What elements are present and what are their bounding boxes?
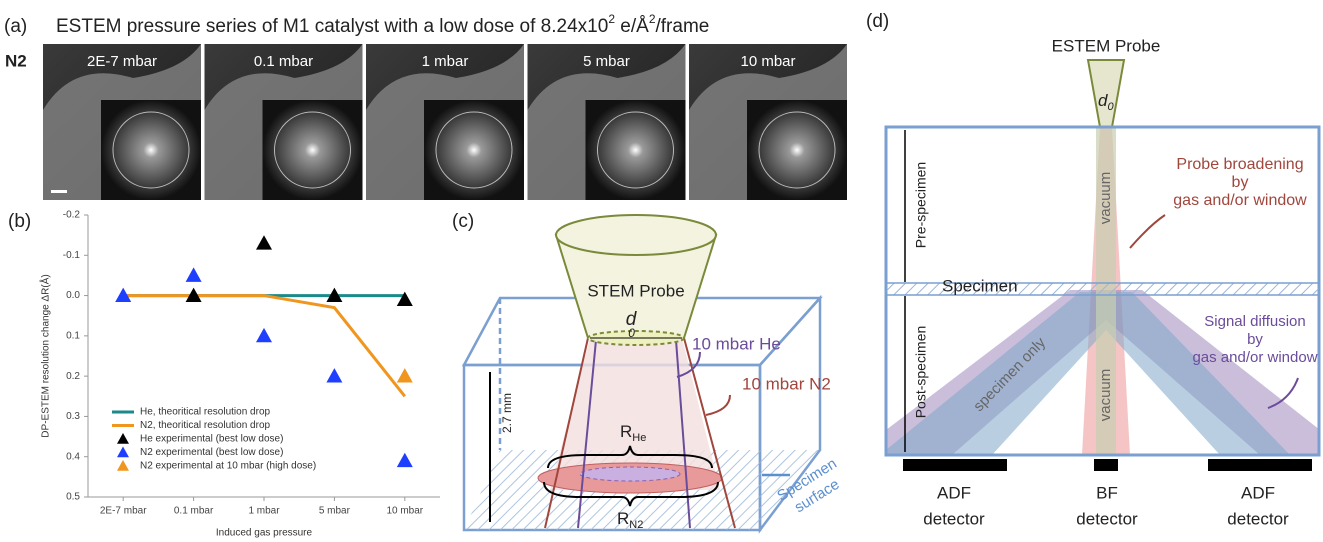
detector-label: detector bbox=[923, 509, 985, 528]
probe-label: STEM Probe bbox=[587, 281, 684, 300]
x-tick-label: 2E-7 mbar bbox=[100, 506, 147, 517]
image-row: 2E-7 mbar 0.1 mbar 1 mbar 5 mbar 10 mbar bbox=[43, 44, 847, 200]
tem-image: 1 mbar bbox=[366, 44, 524, 200]
data-point bbox=[397, 453, 413, 467]
panel-title: ESTEM pressure series of M1 catalyst wit… bbox=[56, 12, 709, 37]
data-point bbox=[186, 267, 202, 281]
panel-label: (a) bbox=[4, 16, 27, 37]
data-point bbox=[326, 368, 342, 382]
chart: -0.2 -0.1 0.0 0.1 0.2 0.3 0.4 0.5 2E-7 mbar 0.1 m… bbox=[39, 210, 440, 539]
d-sub: 0 bbox=[1107, 101, 1114, 113]
page: ESTEM figure {"figure": { "a": {"label":… bbox=[0, 0, 1323, 542]
detector bbox=[903, 459, 1007, 471]
fft-inset bbox=[424, 100, 524, 200]
series-line bbox=[123, 296, 405, 397]
broadening-pointer bbox=[1130, 215, 1165, 248]
he-label: 10 mbar He bbox=[692, 334, 781, 353]
tem-image: 0.1 mbar bbox=[205, 44, 363, 200]
body: (a) ESTEM pressure series of M1 catalyst… bbox=[0, 0, 1323, 542]
detector-label: detector bbox=[1076, 509, 1138, 528]
detector-label: ADF bbox=[937, 483, 971, 502]
title-part: /frame bbox=[656, 16, 710, 37]
x-tick-label: 1 mbar bbox=[248, 506, 280, 517]
n2-pointer bbox=[706, 395, 730, 415]
y-axis-title: DP-ESTEM resolution change ΔR(Å) bbox=[39, 274, 52, 437]
vacuum-label: vacuum bbox=[1097, 172, 1114, 225]
x-tick-label: 5 mbar bbox=[319, 506, 351, 517]
height-label: 2.7 mm bbox=[500, 393, 514, 433]
y-tick-label: 0.2 bbox=[66, 371, 80, 382]
data-point bbox=[397, 292, 413, 306]
fft-inset bbox=[747, 100, 847, 200]
specimen-label: Specimen bbox=[942, 276, 1018, 295]
row-label: N2 bbox=[5, 51, 27, 70]
legend-swatch bbox=[117, 460, 129, 471]
figure: (a) ESTEM pressure series of M1 catalyst… bbox=[0, 0, 1323, 542]
y-tick-label: 0.1 bbox=[66, 330, 80, 341]
fft-inset bbox=[586, 100, 686, 200]
post-label: Post-specimen bbox=[913, 326, 929, 419]
legend-label: N2, theoritical resolution drop bbox=[140, 420, 271, 431]
image-label: 2E-7 mbar bbox=[87, 53, 157, 70]
x-tick-label: 0.1 mbar bbox=[174, 506, 214, 517]
y-tick-label: 0.5 bbox=[66, 492, 80, 503]
probe-top bbox=[556, 215, 716, 255]
broadening-label: Probe broadeningbygas and/or window bbox=[1173, 156, 1307, 209]
legend-swatch bbox=[117, 447, 129, 458]
text-line: by bbox=[1232, 174, 1249, 191]
data-point bbox=[256, 235, 272, 249]
panel-label: (d) bbox=[866, 11, 889, 32]
y-tick-label: 0.4 bbox=[66, 451, 80, 462]
x-axis-title: Induced gas pressure bbox=[216, 528, 313, 539]
tem-image: 10 mbar bbox=[689, 44, 847, 200]
r: R bbox=[617, 509, 629, 528]
scale-bar bbox=[51, 190, 67, 193]
text-line: Probe broadening bbox=[1176, 156, 1303, 173]
tem-image: 5 mbar bbox=[528, 44, 686, 200]
legend-label: N2 experimental (best low dose) bbox=[140, 447, 283, 458]
image-label: 10 mbar bbox=[740, 53, 795, 70]
he-spot bbox=[580, 467, 680, 481]
text-line: by bbox=[1247, 331, 1263, 348]
legend-label: N2 experimental at 10 mbar (high dose) bbox=[140, 461, 316, 472]
detector-label: BF bbox=[1096, 483, 1118, 502]
panel-label: (b) bbox=[8, 211, 31, 232]
tem-image: 2E-7 mbar bbox=[43, 44, 201, 200]
image-label: 0.1 mbar bbox=[254, 53, 313, 70]
fft-inset bbox=[263, 100, 363, 200]
legend-label: He, theoritical resolution drop bbox=[140, 407, 271, 418]
r-sub: He bbox=[632, 432, 646, 444]
panel-label: (c) bbox=[452, 211, 474, 232]
y-tick-label: -0.1 bbox=[63, 250, 81, 261]
legend-swatch bbox=[117, 433, 129, 444]
pre-label: Pre-specimen bbox=[913, 162, 929, 248]
text-line: gas and/or window bbox=[1173, 192, 1307, 209]
legend-label: He experimental (best low dose) bbox=[140, 434, 283, 445]
n2-label: 10 mbar N2 bbox=[742, 374, 831, 393]
text-line: Signal diffusion bbox=[1204, 313, 1305, 330]
r-sub: N2 bbox=[629, 519, 643, 531]
y-tick-label: 0.3 bbox=[66, 411, 80, 422]
probe-label: ESTEM Probe bbox=[1052, 36, 1161, 55]
y-tick-label: 0.0 bbox=[66, 290, 80, 301]
detector-label: ADF bbox=[1241, 483, 1275, 502]
data-point bbox=[397, 368, 413, 382]
text-line: gas and/or window bbox=[1192, 349, 1317, 366]
x-tick-label: 10 mbar bbox=[386, 506, 423, 517]
y-tick-label: -0.2 bbox=[63, 210, 81, 221]
r: R bbox=[620, 422, 632, 441]
image-label: 1 mbar bbox=[422, 53, 469, 70]
vacuum-label: vacuum bbox=[1097, 369, 1114, 422]
title-part: ESTEM pressure series of M1 catalyst wit… bbox=[56, 16, 608, 37]
data-point bbox=[256, 328, 272, 342]
fft-inset bbox=[101, 100, 201, 200]
title-part: e/Å bbox=[615, 16, 649, 37]
detector-label: detector bbox=[1227, 509, 1289, 528]
image-label: 5 mbar bbox=[583, 53, 630, 70]
detectors: ADF detector BF detector ADF detector bbox=[903, 459, 1312, 528]
detector bbox=[1094, 459, 1118, 471]
detector bbox=[1208, 459, 1312, 471]
